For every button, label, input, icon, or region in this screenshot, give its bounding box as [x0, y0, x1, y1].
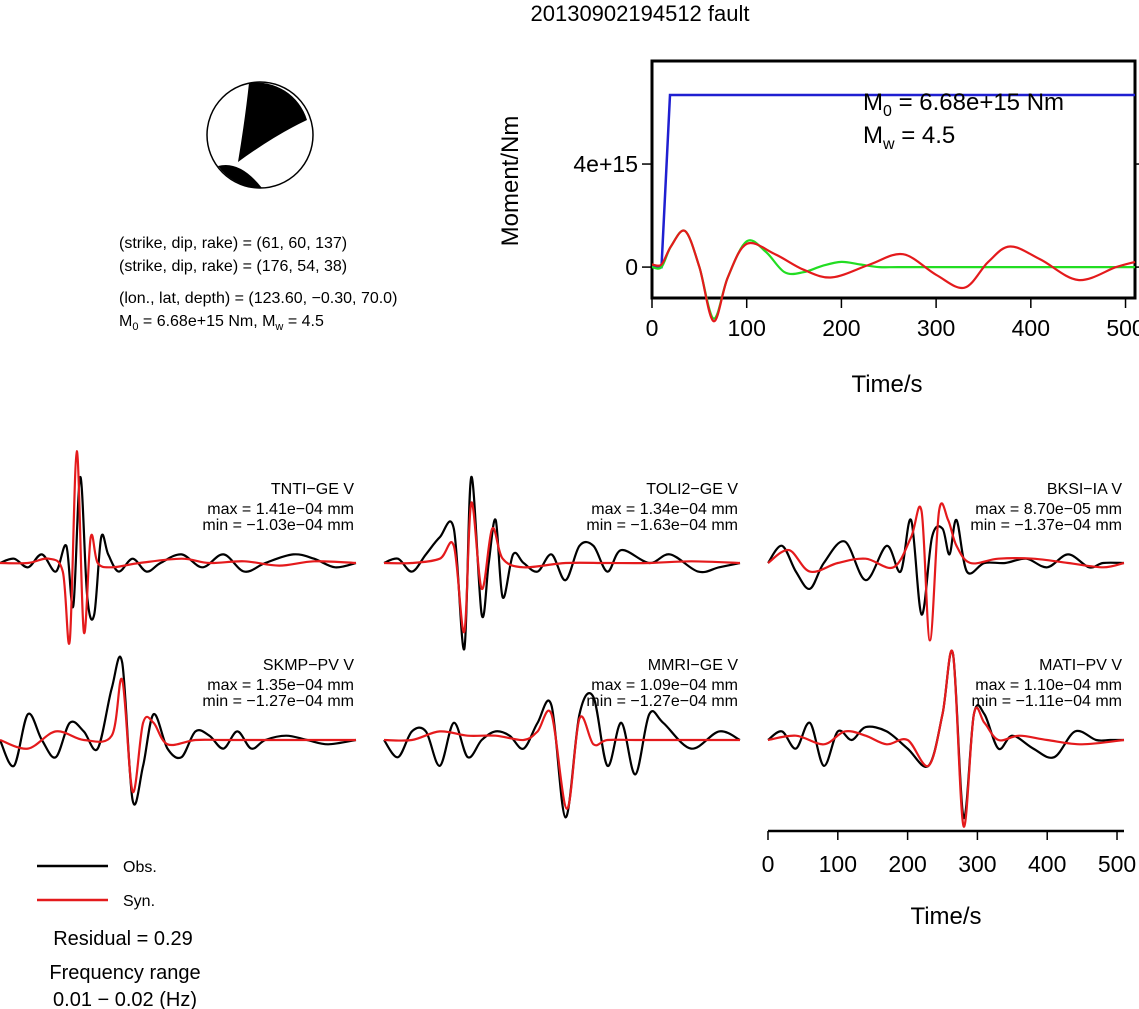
station-min-label: min = −1.63e−04 mm [586, 517, 738, 534]
beachball-compressional-quadrant-1 [238, 82, 307, 162]
moment-plot-y-axis: 0 4e+15 [573, 151, 1139, 280]
observed-waveform [767, 649, 1124, 819]
mechanism-line-3: (lon., lat, depth) = (123.60, −0.30, 70.… [119, 290, 397, 307]
moment-ytick-label: 4e+15 [573, 151, 638, 177]
observed-waveform [0, 475, 357, 621]
residual-text: Residual = 0.29 [53, 928, 193, 950]
station-min-label: min = −1.27e−04 mm [586, 693, 738, 710]
synthetic-waveform [0, 450, 357, 645]
station-min-label: min = −1.03e−04 mm [202, 517, 354, 534]
station-label: TNTI−GE V [271, 481, 354, 498]
legend-obs-label: Obs. [123, 859, 157, 876]
beachball [206, 81, 314, 189]
station-min-label: min = −1.27e−04 mm [202, 693, 354, 710]
beachball-compressional-quadrant-2 [218, 164, 262, 189]
station-min-label: min = −1.37e−04 mm [970, 517, 1122, 534]
synthetic-waveform [0, 677, 356, 793]
observed-waveform [383, 692, 741, 819]
waveform-time-axis: 0 100 200 300 400 500 [762, 829, 1136, 877]
station-label: BKSI−IA V [1047, 481, 1122, 498]
moment-function-plot: 0 100 200 300 400 500 0 4e+15 M0 = 6.68e+15 Nm… [497, 59, 1139, 398]
station-label: TOLI2−GE V [646, 481, 738, 498]
moment-ytick-label: 0 [625, 254, 638, 280]
frequency-range-label: Frequency range [49, 962, 200, 984]
moment-plot-frame [650, 59, 1137, 300]
station-min-label: min = −1.11e−04 mm [972, 693, 1122, 710]
station-label: MATI−PV V [1039, 657, 1122, 674]
station-label: SKMP−PV V [263, 657, 354, 674]
moment-annotation-m0: M0 = 6.68e+15 Nm [863, 89, 1064, 120]
synthetic-waveform [383, 709, 740, 810]
moment-xtick-label: 100 [728, 315, 766, 341]
moment-xtick-label: 500 [1106, 315, 1139, 341]
station-max-label: max = 1.35e−04 mm [207, 677, 354, 694]
waveform-xtick-label: 0 [762, 851, 775, 877]
observed-waveform [767, 518, 1125, 616]
mechanism-info: (strike, dip, rake) = (61, 60, 137) (str… [119, 235, 397, 333]
waveform-xlabel: Time/s [910, 903, 981, 930]
moment-plot-xlabel: Time/s [851, 371, 922, 398]
synthetic-waveform [767, 649, 1125, 828]
station-max-label: max = 1.34e−04 mm [591, 501, 738, 518]
moment-plot-x-axis: 0 100 200 300 400 500 [646, 298, 1139, 341]
synthetic-waveform [767, 502, 1125, 642]
waveform-xtick-label: 400 [1028, 851, 1066, 877]
observed-waveform [383, 475, 741, 651]
waveform-xtick-label: 200 [888, 851, 926, 877]
station-label: MMRI−GE V [648, 657, 739, 674]
figure-title: 20130902194512 fault [531, 1, 750, 26]
waveform-xtick-label: 500 [1098, 851, 1136, 877]
moment-plot-ylabel: Moment/Nm [497, 116, 524, 247]
synthetic-waveform [383, 501, 741, 633]
moment-annotation-mw: Mw = 4.5 [863, 122, 955, 153]
moment-plot-series [651, 93, 1136, 323]
waveform-xtick-label: 100 [819, 851, 857, 877]
frequency-range-value: 0.01 − 0.02 (Hz) [53, 989, 197, 1009]
station-max-label: max = 8.70e−05 mm [975, 501, 1122, 518]
waveform-xtick-label: 300 [958, 851, 996, 877]
moment-xtick-label: 0 [646, 315, 659, 341]
station-max-label: max = 1.09e−04 mm [591, 677, 738, 694]
moment-series-cumulative [652, 93, 1135, 269]
station-max-label: max = 1.10e−04 mm [975, 677, 1122, 694]
legend: Obs. Syn. [37, 859, 157, 910]
moment-series-rate-fit [651, 229, 1136, 323]
moment-xtick-label: 300 [917, 315, 955, 341]
moment-xtick-label: 200 [822, 315, 860, 341]
station-max-label: max = 1.41e−04 mm [207, 501, 354, 518]
mechanism-line-1: (strike, dip, rake) = (61, 60, 137) [119, 235, 347, 252]
mechanism-line-4: M0 = 6.68e+15 Nm, Mw = 4.5 [119, 313, 324, 333]
mechanism-line-2: (strike, dip, rake) = (176, 54, 38) [119, 258, 347, 275]
legend-syn-label: Syn. [123, 893, 155, 910]
moment-xtick-label: 400 [1012, 315, 1050, 341]
